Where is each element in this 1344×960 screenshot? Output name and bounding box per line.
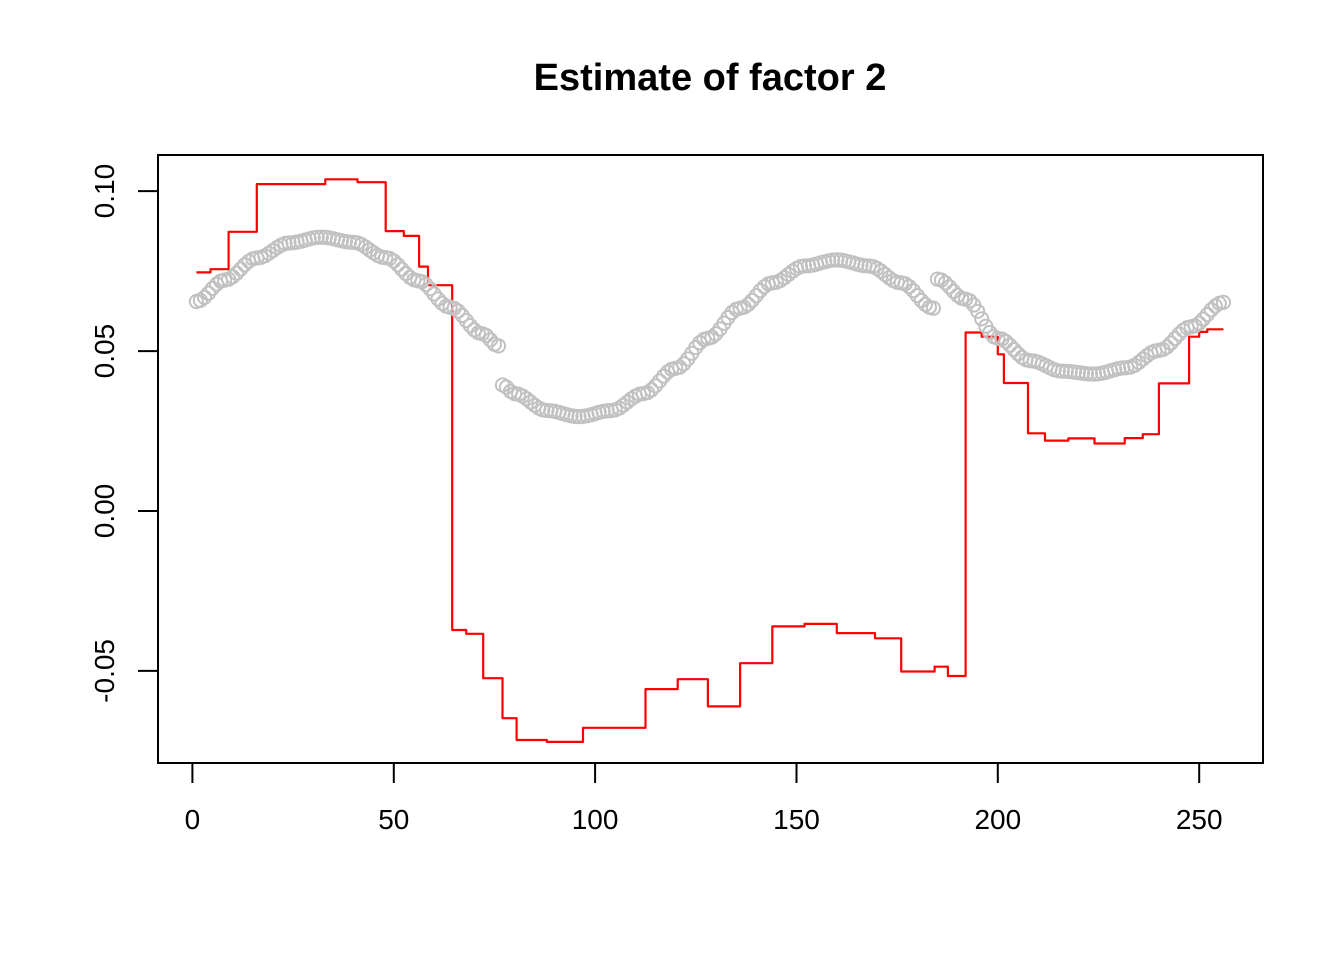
x-tick-label: 0 bbox=[185, 804, 201, 835]
factor-point bbox=[426, 286, 442, 302]
factor-point bbox=[925, 300, 942, 316]
red-estimate-line bbox=[196, 178, 1224, 743]
factor-point bbox=[1167, 331, 1183, 347]
factor-point bbox=[490, 338, 507, 354]
factor-point bbox=[708, 326, 724, 342]
factor-point bbox=[1215, 294, 1232, 310]
y-axis: 0.10 0.05 0.00 -0.05 bbox=[89, 164, 158, 703]
factor-point bbox=[643, 382, 660, 398]
factor-point bbox=[672, 359, 688, 375]
factor-point bbox=[647, 378, 664, 394]
plot-box bbox=[157, 154, 1264, 764]
factor-point bbox=[720, 309, 736, 326]
x-tick-label: 50 bbox=[378, 804, 409, 835]
factor-point bbox=[692, 335, 708, 351]
factor-point bbox=[390, 257, 406, 273]
factor-point bbox=[1199, 307, 1215, 323]
factor-point bbox=[225, 269, 241, 285]
x-tick-label: 150 bbox=[773, 804, 820, 835]
factor-point bbox=[1191, 315, 1207, 331]
factor-point bbox=[724, 305, 740, 321]
factor-point bbox=[200, 285, 217, 301]
factor-point bbox=[998, 333, 1014, 350]
factor-point bbox=[937, 275, 954, 291]
factor-point bbox=[1159, 339, 1175, 355]
factor-point bbox=[1006, 341, 1022, 358]
factor-point bbox=[386, 253, 402, 269]
factor-point bbox=[740, 296, 756, 313]
factor-point bbox=[974, 311, 990, 327]
factor-point bbox=[1163, 335, 1179, 351]
factor-point bbox=[652, 373, 668, 389]
factor-point bbox=[941, 279, 958, 295]
x-tick-label: 200 bbox=[974, 804, 1021, 835]
y-tick-label: 0.10 bbox=[89, 164, 120, 219]
gray-factor-points bbox=[188, 229, 1232, 425]
x-axis: 0 50 100 150 200 250 bbox=[185, 763, 1223, 835]
factor-point bbox=[905, 283, 921, 299]
chart-title: Estimate of factor 2 bbox=[534, 57, 887, 99]
factor-point bbox=[748, 288, 764, 304]
factor-point bbox=[418, 277, 434, 293]
factor-point bbox=[917, 296, 934, 313]
red-step-path bbox=[196, 178, 1224, 743]
factor-point bbox=[688, 339, 704, 356]
factor-point bbox=[196, 289, 213, 305]
factor-point bbox=[233, 261, 249, 277]
factor-point bbox=[478, 328, 494, 344]
factor-point bbox=[450, 303, 466, 319]
factor-point bbox=[1195, 311, 1211, 327]
factor-point bbox=[970, 303, 986, 319]
factor-point bbox=[466, 322, 482, 338]
factor-point bbox=[825, 252, 841, 268]
factor-point bbox=[704, 329, 720, 345]
x-tick-label: 100 bbox=[572, 804, 619, 835]
factor-point bbox=[362, 242, 378, 258]
y-tick-label: -0.05 bbox=[89, 639, 120, 703]
y-tick-label: 0.05 bbox=[89, 324, 120, 379]
factor-point bbox=[1082, 366, 1099, 382]
factor-point bbox=[1002, 337, 1018, 353]
factor-point bbox=[901, 279, 917, 295]
factor-point bbox=[744, 292, 760, 308]
factor-point bbox=[229, 265, 245, 281]
factor-point bbox=[1054, 363, 1070, 379]
factor-point bbox=[265, 242, 281, 259]
factor-point bbox=[909, 288, 925, 304]
factor-point bbox=[962, 293, 978, 309]
factor-point bbox=[394, 261, 410, 277]
factor-point bbox=[309, 229, 325, 245]
x-tick-label: 250 bbox=[1176, 804, 1223, 835]
y-tick-label: 0.00 bbox=[89, 484, 120, 539]
factor-point bbox=[676, 356, 692, 372]
